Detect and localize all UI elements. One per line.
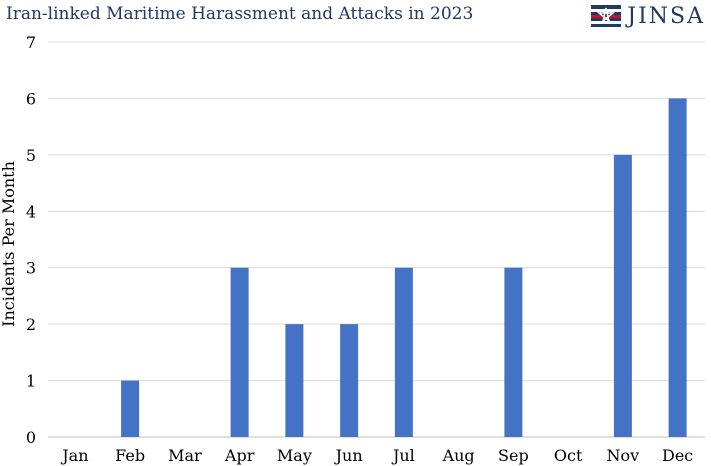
x-tick-label-sep: Sep [498,446,529,465]
x-tick-label-jul: Jul [391,446,415,465]
jinsa-logo: JINSA [591,3,705,29]
x-tick-label-aug: Aug [442,446,475,465]
brand-name: JINSA [627,3,705,29]
bar-nov [613,154,632,437]
y-tick-label: 4 [26,202,36,221]
x-tick-label-apr: Apr [224,446,255,465]
x-tick-label-jun: Jun [334,446,363,465]
y-axis-ticks: 0 1 2 3 4 5 6 7 [26,33,36,447]
chart-title: Iran-linked Maritime Harassment and Atta… [6,4,474,24]
bars [121,98,687,437]
x-axis-ticks: Jan Feb Mar Apr May Jun Jul Aug Sep Oct Nov Dec [60,446,693,465]
bar-sep [504,267,523,437]
bar-may [285,324,304,437]
bar-dec [668,98,687,437]
y-tick-label: 0 [26,428,36,447]
bar-jul [394,267,413,437]
y-tick-label: 3 [26,259,36,278]
x-tick-label-may: May [277,446,312,465]
x-tick-label-mar: Mar [168,446,202,465]
bar-jun [340,324,359,437]
x-tick-label-nov: Nov [607,446,640,465]
jinsa-flag-star-logo-icon [591,5,622,27]
gridlines [48,41,705,438]
bar-feb [121,380,140,437]
x-tick-label-feb: Feb [115,446,145,465]
y-tick-label: 6 [26,89,36,108]
y-axis-label: Incidents Per Month [0,161,18,327]
x-tick-label-oct: Oct [554,446,583,465]
x-tick-label-dec: Dec [662,446,693,465]
y-tick-label: 1 [26,372,36,391]
y-tick-label: 7 [26,33,36,52]
y-tick-label: 2 [26,315,36,334]
x-tick-label-jan: Jan [60,446,88,465]
y-tick-label: 5 [26,146,36,165]
bar-apr [230,267,249,437]
